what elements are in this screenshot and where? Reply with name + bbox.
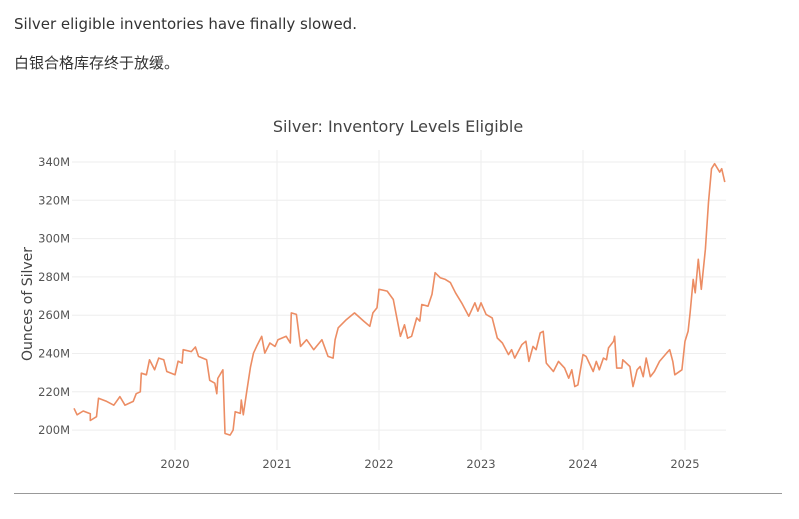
y-tick-label: 280M	[38, 270, 70, 284]
x-tick-label: 2023	[466, 457, 495, 471]
x-tick-label: 2025	[670, 457, 699, 471]
y-tick-label: 220M	[38, 385, 70, 399]
y-tick-label: 260M	[38, 308, 70, 322]
x-tick-label: 2021	[262, 457, 291, 471]
x-tick-label: 2020	[160, 457, 189, 471]
x-axis-ticks: 2020 2021 2022 2023 2024 2025	[160, 457, 699, 471]
x-tick-label: 2024	[568, 457, 597, 471]
article-text-english: Silver eligible inventories have finally…	[14, 15, 357, 33]
y-tick-label: 320M	[38, 193, 70, 207]
y-axis-label: Ounces of Silver	[20, 247, 36, 361]
y-axis-ticks: 200M 220M 240M 260M 280M 300M 320M 340M	[38, 155, 70, 437]
x-tick-label: 2022	[364, 457, 393, 471]
article-text-chinese: 白银合格库存终于放缓。	[14, 54, 180, 72]
chart-title: Silver: Inventory Levels Eligible	[273, 117, 523, 136]
y-tick-label: 300M	[38, 232, 70, 246]
y-tick-label: 200M	[38, 423, 70, 437]
divider	[14, 493, 782, 494]
y-tick-label: 340M	[38, 155, 70, 169]
grid	[72, 150, 726, 450]
series-line	[73, 162, 726, 436]
y-tick-label: 240M	[38, 347, 70, 361]
